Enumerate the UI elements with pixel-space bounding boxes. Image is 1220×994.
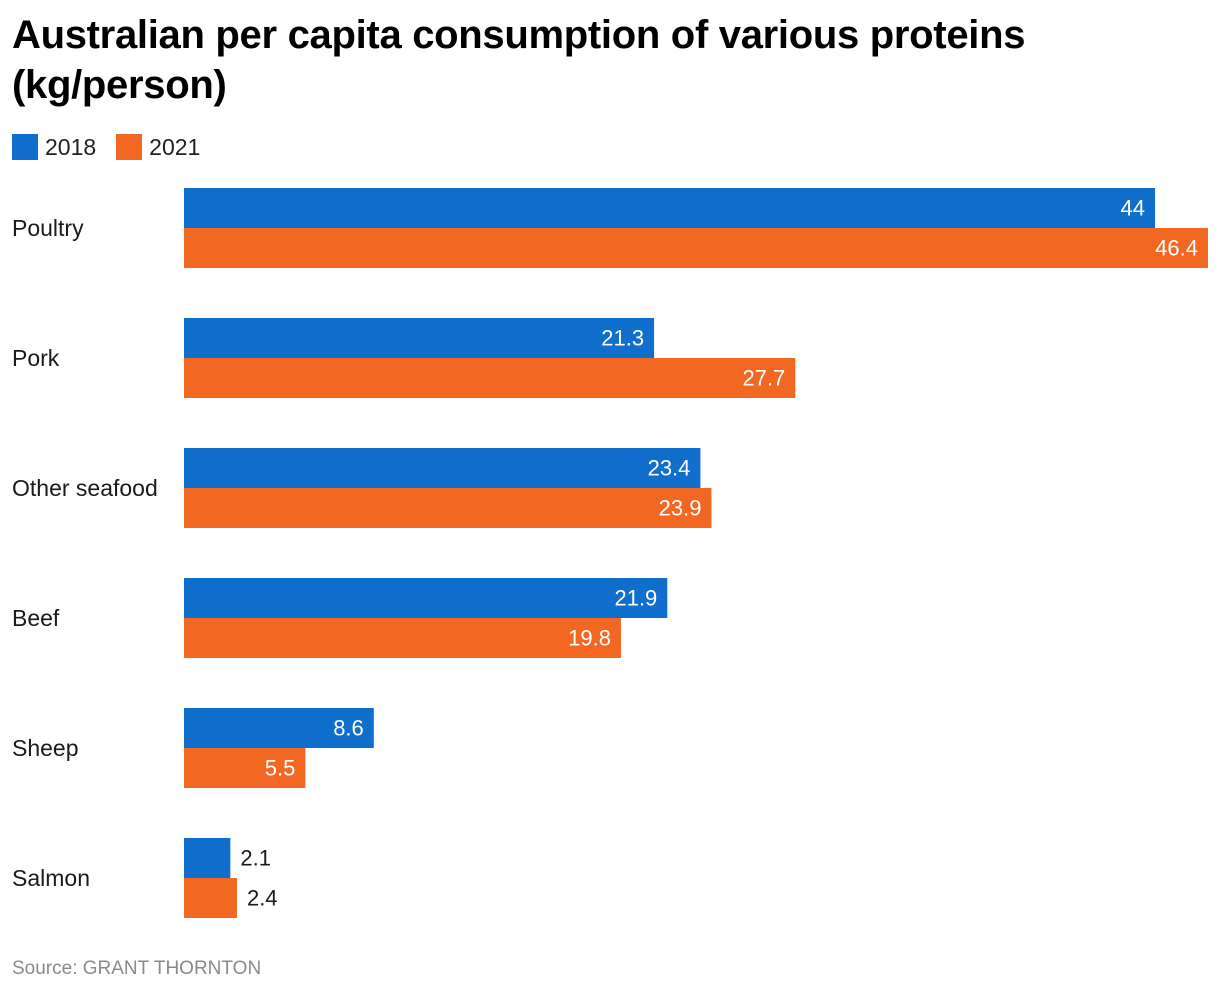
category-label-poultry: Poultry — [12, 215, 84, 241]
value-label-beef-2018: 21.9 — [614, 586, 657, 611]
value-label-poultry-2018: 44 — [1121, 196, 1145, 221]
bar-other-seafood-2018 — [184, 448, 701, 488]
value-label-pork-2021: 27.7 — [742, 366, 785, 391]
legend-item-2018: 2018 — [12, 134, 96, 161]
legend-label-2018: 2018 — [45, 133, 97, 160]
bar-beef-2018 — [184, 578, 668, 618]
bar-salmon-2018 — [184, 838, 231, 878]
category-label-salmon: Salmon — [12, 865, 90, 891]
category-label-beef: Beef — [12, 605, 60, 631]
value-label-other-seafood-2021: 23.9 — [659, 496, 702, 521]
legend-swatch-2018 — [12, 134, 38, 160]
legend: 2018 2021 — [12, 133, 220, 161]
value-label-sheep-2018: 8.6 — [333, 716, 364, 741]
value-label-salmon-2018: 2.1 — [240, 846, 271, 871]
bar-poultry-2018 — [184, 188, 1156, 228]
value-label-other-seafood-2018: 23.4 — [648, 456, 691, 481]
bar-other-seafood-2021 — [184, 488, 712, 528]
value-label-pork-2018: 21.3 — [601, 326, 644, 351]
value-label-beef-2021: 19.8 — [568, 626, 611, 651]
bar-sheep-2021 — [184, 748, 306, 788]
category-label-sheep: Sheep — [12, 735, 79, 761]
bar-pork-2018 — [184, 318, 655, 358]
bar-sheep-2018 — [184, 708, 374, 748]
source-note: Source: GRANT THORNTON — [12, 958, 262, 979]
bar-poultry-2021 — [184, 228, 1208, 268]
bar-beef-2021 — [184, 618, 621, 658]
value-label-sheep-2021: 5.5 — [265, 756, 296, 781]
category-label-pork: Pork — [12, 345, 60, 371]
bar-pork-2021 — [184, 358, 796, 398]
legend-swatch-2021 — [116, 134, 143, 160]
value-label-salmon-2021: 2.4 — [247, 886, 278, 911]
chart-title: Australian per capita consumption of var… — [12, 13, 1026, 107]
legend-item-2021: 2021 — [116, 134, 200, 161]
legend-label-2021: 2021 — [149, 133, 201, 160]
value-label-poultry-2021: 46.4 — [1155, 236, 1198, 261]
category-label-other-seafood: Other seafood — [12, 475, 158, 501]
bar-salmon-2021 — [184, 878, 237, 918]
